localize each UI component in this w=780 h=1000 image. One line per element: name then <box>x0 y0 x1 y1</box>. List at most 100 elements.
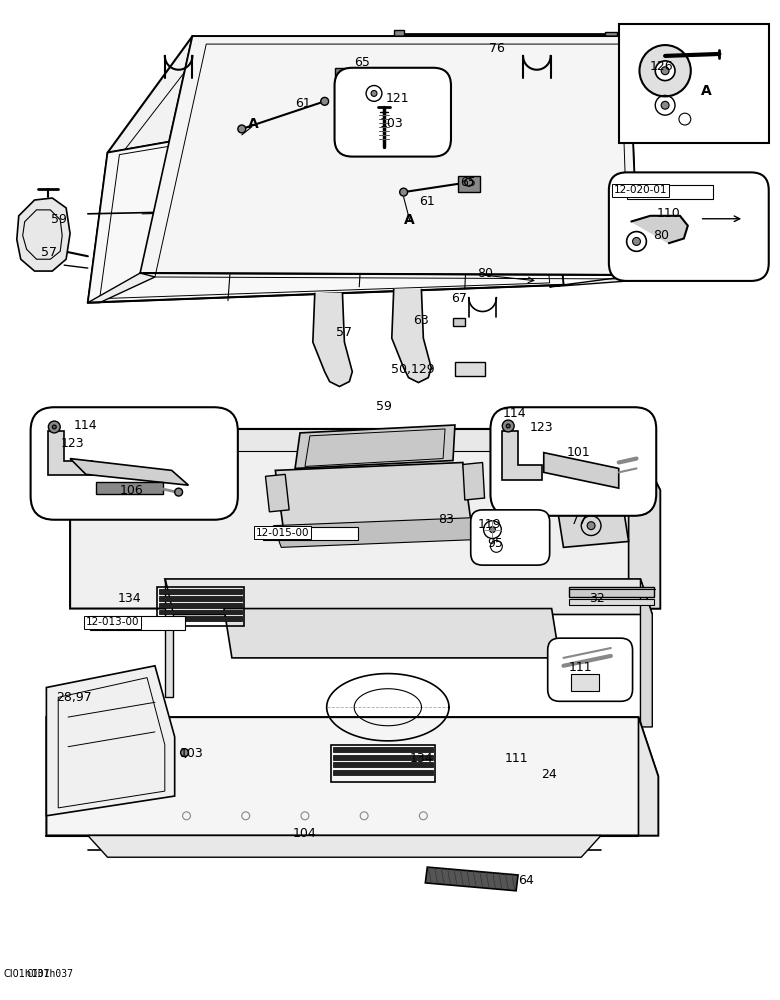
Text: 123: 123 <box>60 437 84 450</box>
Bar <box>458 176 480 192</box>
Polygon shape <box>629 429 660 609</box>
Text: A: A <box>701 84 712 98</box>
Text: 80: 80 <box>653 229 669 242</box>
Bar <box>394 30 403 46</box>
Text: 65: 65 <box>354 56 370 69</box>
Text: 103: 103 <box>179 747 204 760</box>
Polygon shape <box>425 867 518 891</box>
Circle shape <box>48 421 60 433</box>
Text: 121: 121 <box>386 92 410 105</box>
Text: 111: 111 <box>505 752 528 765</box>
FancyBboxPatch shape <box>491 407 656 516</box>
Bar <box>157 587 244 626</box>
Circle shape <box>52 425 56 429</box>
Bar <box>626 185 714 199</box>
Text: 83: 83 <box>438 513 454 526</box>
Circle shape <box>633 238 640 245</box>
Bar <box>159 596 242 601</box>
Text: 111: 111 <box>569 661 592 674</box>
Polygon shape <box>265 474 289 512</box>
Polygon shape <box>70 429 660 609</box>
Bar <box>332 755 433 760</box>
Bar <box>159 589 242 594</box>
Bar <box>605 32 617 46</box>
Circle shape <box>661 67 669 75</box>
Bar <box>159 610 242 614</box>
Text: 123: 123 <box>530 421 554 434</box>
Text: 67: 67 <box>451 292 466 305</box>
Circle shape <box>371 90 377 96</box>
Bar <box>159 616 242 621</box>
Bar <box>335 68 356 84</box>
Circle shape <box>640 45 691 96</box>
Polygon shape <box>502 431 542 480</box>
Circle shape <box>399 188 408 196</box>
Text: 61: 61 <box>420 195 435 208</box>
Circle shape <box>490 527 495 533</box>
Bar <box>569 599 654 605</box>
FancyBboxPatch shape <box>609 172 769 281</box>
Circle shape <box>587 522 595 530</box>
Polygon shape <box>295 425 455 468</box>
Polygon shape <box>640 579 652 727</box>
Polygon shape <box>70 459 189 485</box>
Circle shape <box>502 420 514 432</box>
Text: 50,129: 50,129 <box>391 363 434 376</box>
Text: CI01h037: CI01h037 <box>3 969 50 979</box>
Bar <box>332 762 433 767</box>
Polygon shape <box>88 76 563 303</box>
Text: 63: 63 <box>413 314 429 327</box>
Bar <box>90 616 185 630</box>
Text: A: A <box>404 213 415 227</box>
Text: 57: 57 <box>41 246 58 259</box>
Polygon shape <box>392 289 431 383</box>
Bar <box>159 603 242 608</box>
Polygon shape <box>48 431 92 475</box>
Polygon shape <box>630 216 688 243</box>
Text: 12-020-01: 12-020-01 <box>614 185 667 195</box>
Polygon shape <box>140 36 639 275</box>
Polygon shape <box>46 666 175 816</box>
Text: 24: 24 <box>541 768 557 781</box>
Bar <box>264 527 358 540</box>
Text: 59: 59 <box>376 400 392 413</box>
Text: 77: 77 <box>571 514 587 527</box>
Circle shape <box>465 178 473 186</box>
Bar <box>569 587 654 597</box>
Text: 61: 61 <box>295 97 311 110</box>
Polygon shape <box>558 504 629 547</box>
Text: 12-013-00: 12-013-00 <box>86 617 140 627</box>
Polygon shape <box>88 273 155 303</box>
Polygon shape <box>550 275 639 287</box>
Bar <box>572 674 599 691</box>
Polygon shape <box>273 518 479 547</box>
Text: 76: 76 <box>489 42 505 55</box>
Circle shape <box>506 424 510 428</box>
Circle shape <box>238 125 246 133</box>
Polygon shape <box>224 609 559 658</box>
Polygon shape <box>88 836 601 857</box>
Text: CI01h037: CI01h037 <box>27 969 73 979</box>
Text: 126: 126 <box>650 60 673 73</box>
Circle shape <box>175 488 183 496</box>
Bar <box>332 770 433 775</box>
Bar <box>455 362 484 376</box>
Text: 119: 119 <box>477 518 502 531</box>
Bar <box>453 318 465 326</box>
Polygon shape <box>165 579 652 614</box>
Polygon shape <box>313 293 353 387</box>
Bar <box>332 747 433 752</box>
Circle shape <box>321 97 328 105</box>
Text: 57: 57 <box>336 326 353 339</box>
Polygon shape <box>639 717 658 836</box>
Text: 80: 80 <box>477 267 494 280</box>
Text: 65: 65 <box>460 176 476 189</box>
Bar <box>331 745 435 782</box>
Circle shape <box>339 71 349 81</box>
Polygon shape <box>70 429 629 451</box>
Bar <box>619 24 769 143</box>
Text: 106: 106 <box>119 484 144 497</box>
FancyBboxPatch shape <box>335 68 451 157</box>
Polygon shape <box>108 36 629 153</box>
Polygon shape <box>544 453 619 488</box>
